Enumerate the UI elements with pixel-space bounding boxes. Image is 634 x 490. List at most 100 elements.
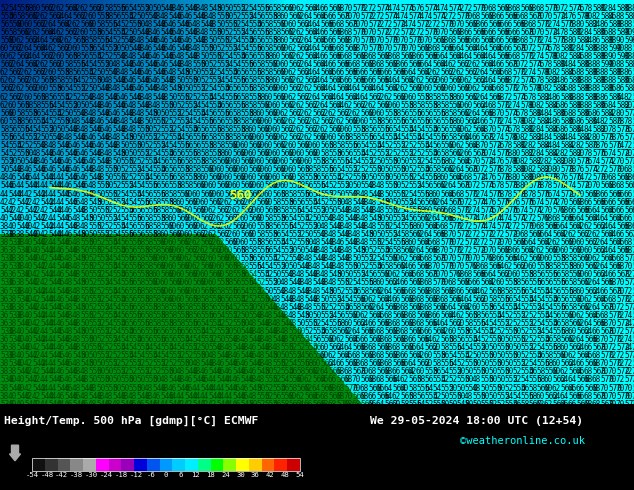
Text: 550: 550 <box>96 181 110 191</box>
Text: 50: 50 <box>296 246 305 255</box>
Text: 64: 64 <box>608 230 618 239</box>
Text: 54: 54 <box>144 343 153 352</box>
Text: 46: 46 <box>248 343 257 352</box>
Text: 56: 56 <box>0 20 10 29</box>
Text: 570: 570 <box>472 3 486 13</box>
Text: 568: 568 <box>336 375 350 385</box>
Text: 578: 578 <box>496 173 510 182</box>
Text: 548: 548 <box>56 141 70 150</box>
Text: 62: 62 <box>408 246 417 255</box>
Text: 64: 64 <box>336 100 346 110</box>
Text: 568: 568 <box>584 359 598 368</box>
Text: 560: 560 <box>176 214 190 223</box>
Text: 42: 42 <box>40 230 49 239</box>
Text: 560: 560 <box>400 392 414 401</box>
Text: 50: 50 <box>96 359 105 368</box>
Text: 80: 80 <box>512 133 521 142</box>
Text: 572: 572 <box>472 246 486 255</box>
Text: 572: 572 <box>616 343 630 352</box>
Text: 46: 46 <box>160 68 169 77</box>
Text: 70: 70 <box>600 368 609 376</box>
Text: 58: 58 <box>168 197 178 207</box>
Text: 548: 548 <box>200 20 214 29</box>
Text: 562: 562 <box>208 222 222 231</box>
Text: 88: 88 <box>592 93 601 101</box>
Text: 558: 558 <box>136 270 150 279</box>
Text: 60: 60 <box>168 238 178 247</box>
Text: 566: 566 <box>504 36 518 45</box>
Text: 72: 72 <box>616 351 625 360</box>
Text: 58: 58 <box>432 100 441 110</box>
Text: 48: 48 <box>264 335 273 344</box>
Text: 48: 48 <box>248 327 257 336</box>
Text: 72: 72 <box>456 3 465 13</box>
Text: 58: 58 <box>176 173 185 182</box>
Text: 566: 566 <box>448 197 462 207</box>
Text: 552: 552 <box>216 327 230 336</box>
Text: 84: 84 <box>536 109 545 118</box>
Text: 64: 64 <box>456 294 465 304</box>
Text: 564: 564 <box>304 3 318 13</box>
Text: 62: 62 <box>368 294 377 304</box>
Text: 568: 568 <box>504 60 518 69</box>
Text: 62: 62 <box>0 68 10 77</box>
Text: 556: 556 <box>376 125 390 134</box>
Text: 54: 54 <box>280 230 289 239</box>
Text: 566: 566 <box>512 20 526 29</box>
Text: 56: 56 <box>416 197 425 207</box>
Text: 554: 554 <box>128 190 142 198</box>
Text: 46: 46 <box>72 197 81 207</box>
Text: 46: 46 <box>80 173 89 182</box>
Text: 74: 74 <box>440 3 450 13</box>
Text: 568: 568 <box>360 351 374 360</box>
Text: 36: 36 <box>0 246 10 255</box>
Text: 544: 544 <box>8 190 22 198</box>
Text: 58: 58 <box>152 206 161 215</box>
Text: 70: 70 <box>440 254 450 263</box>
Text: 60: 60 <box>88 12 97 21</box>
Text: 54: 54 <box>104 246 113 255</box>
Text: 584: 584 <box>544 149 558 158</box>
Text: 558: 558 <box>328 149 342 158</box>
Text: 58: 58 <box>160 303 169 312</box>
Text: 556: 556 <box>336 157 350 166</box>
Text: 552: 552 <box>288 351 302 360</box>
Text: 86: 86 <box>576 52 585 61</box>
Text: 64: 64 <box>384 392 393 401</box>
Text: 74: 74 <box>520 206 529 215</box>
Text: 54: 54 <box>544 287 553 295</box>
Text: 58: 58 <box>160 311 169 320</box>
Text: 66: 66 <box>376 68 385 77</box>
Text: 572: 572 <box>472 173 486 182</box>
Text: 550: 550 <box>480 351 494 360</box>
Text: 48: 48 <box>72 117 81 126</box>
Text: 48: 48 <box>80 368 89 376</box>
Text: 566: 566 <box>608 262 622 271</box>
Text: 552: 552 <box>96 254 110 263</box>
Text: 68: 68 <box>368 351 377 360</box>
Text: 558: 558 <box>240 109 254 118</box>
Text: 548: 548 <box>168 60 182 69</box>
Text: 570: 570 <box>520 222 534 231</box>
Text: 568: 568 <box>480 12 494 21</box>
Text: 46: 46 <box>152 36 161 45</box>
Text: 564: 564 <box>584 311 598 320</box>
Text: 58: 58 <box>248 100 257 110</box>
Text: 554: 554 <box>544 319 558 328</box>
Text: 46: 46 <box>56 254 65 263</box>
Text: 68: 68 <box>488 3 497 13</box>
Text: 48: 48 <box>120 117 129 126</box>
Text: 552: 552 <box>336 181 350 191</box>
Text: 562: 562 <box>560 359 574 368</box>
Text: 52: 52 <box>88 262 97 271</box>
Text: 80: 80 <box>616 109 625 118</box>
Text: 62: 62 <box>488 278 497 288</box>
Text: 48: 48 <box>320 222 329 231</box>
Text: 572: 572 <box>624 375 634 385</box>
Text: 58: 58 <box>528 384 537 392</box>
Text: 78: 78 <box>504 165 514 174</box>
Text: 52: 52 <box>160 117 169 126</box>
Text: 64: 64 <box>592 214 601 223</box>
Text: 552: 552 <box>96 230 110 239</box>
Text: 64: 64 <box>360 93 369 101</box>
